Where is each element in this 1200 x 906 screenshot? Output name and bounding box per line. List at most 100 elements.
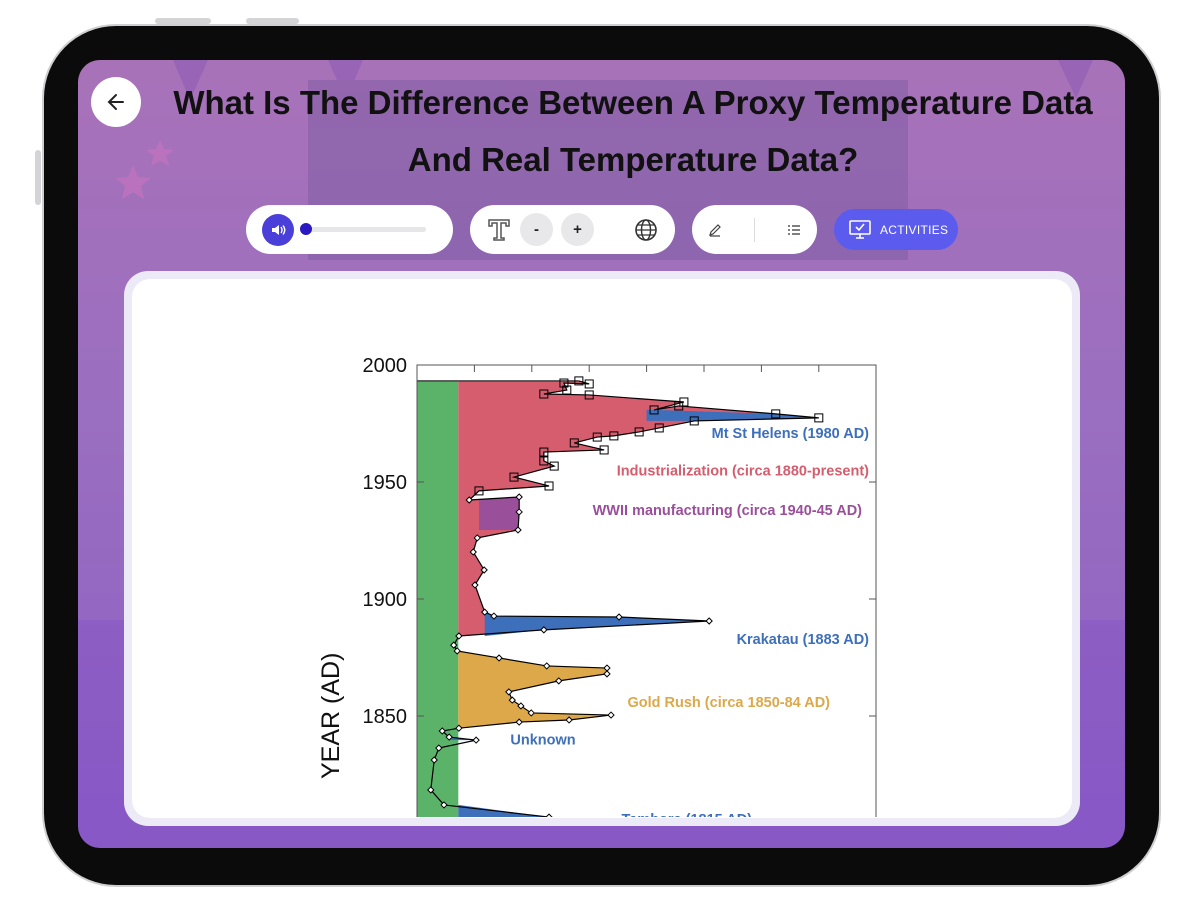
- square-marker: [814, 413, 824, 423]
- arrow-left-icon: [107, 94, 124, 110]
- y-tick-label: 1950: [363, 472, 408, 494]
- square-marker: [539, 447, 549, 457]
- audio-progress-slider[interactable]: [300, 223, 426, 235]
- diamond-marker: [455, 632, 463, 640]
- temperature-proxy-chart: 2000 1950 1900 1850 YEAR (AD) Mt St Helens (1…: [309, 339, 894, 817]
- square-marker: [549, 461, 559, 471]
- annotation-label: Unknown: [510, 732, 575, 748]
- diamond-marker: [517, 702, 525, 710]
- divider: [753, 217, 755, 242]
- annotation-label: Mt St Helens (1980 AD): [712, 426, 870, 442]
- diamond-marker: [603, 664, 611, 672]
- diamond-marker: [469, 548, 477, 556]
- square-marker: [584, 390, 594, 400]
- square-marker: [654, 423, 664, 433]
- annotation-label: Gold Rush (circa 1850-84 AD): [627, 695, 830, 711]
- speaker-icon: [272, 224, 286, 235]
- diamond-marker: [435, 744, 443, 752]
- diamond-marker: [453, 647, 461, 655]
- diamond-marker: [480, 566, 488, 574]
- diamond-marker: [508, 696, 516, 704]
- diamond-marker: [555, 677, 563, 685]
- y-tick-label: 2000: [363, 355, 408, 377]
- diamond-marker: [495, 654, 503, 662]
- diamond-marker: [481, 608, 489, 616]
- square-marker: [544, 481, 554, 491]
- square-marker: [584, 379, 594, 389]
- diamond-marker: [427, 786, 435, 794]
- app-screen: What Is The Difference Between A Proxy T…: [78, 60, 1125, 848]
- square-marker: [649, 405, 659, 415]
- activities-label: ACTIVITIES: [880, 222, 949, 237]
- diamond-marker: [490, 612, 498, 620]
- diamond-marker: [705, 617, 713, 625]
- square-marker: [559, 378, 569, 388]
- square-marker: [609, 431, 619, 441]
- y-tick-label: 1900: [363, 589, 408, 611]
- text-size-icon[interactable]: [486, 217, 512, 243]
- diamond-marker: [543, 662, 551, 670]
- page-title: What Is The Difference Between A Proxy T…: [173, 84, 1093, 178]
- increase-text-button[interactable]: +: [561, 213, 594, 246]
- diamond-marker: [445, 733, 453, 741]
- y-tick-label: 1850: [363, 706, 408, 728]
- annotation-label: Tambora (1815 AD): [621, 812, 752, 817]
- diamond-marker: [603, 670, 611, 678]
- activities-button[interactable]: ACTIVITIES: [834, 209, 958, 250]
- gold-rush-area: [458, 650, 612, 729]
- diamond-marker: [540, 626, 548, 634]
- diamond-marker: [438, 727, 446, 735]
- diamond-marker: [515, 493, 523, 501]
- square-marker: [574, 376, 584, 386]
- diamond-marker: [473, 534, 481, 542]
- y-axis-label: YEAR (AD): [317, 653, 345, 779]
- wwii-area: [478, 490, 520, 530]
- annotation-label: WWII manufacturing (circa 1940-45 AD): [593, 503, 863, 519]
- square-marker: [689, 416, 699, 426]
- diamond-marker: [471, 581, 479, 589]
- square-marker: [674, 401, 684, 411]
- square-marker: [509, 472, 519, 482]
- diamond-marker: [565, 716, 573, 724]
- square-marker: [474, 486, 484, 496]
- diamond-marker: [465, 496, 473, 504]
- tambora-area: [458, 804, 549, 817]
- annotation-label: Industrialization (circa 1880-present): [617, 463, 869, 479]
- content-card: 2000 1950 1900 1850 YEAR (AD) Mt St Helens (1…: [124, 271, 1080, 826]
- diamond-marker: [545, 813, 553, 817]
- slider-knob[interactable]: [300, 223, 312, 235]
- diamond-marker: [527, 709, 535, 717]
- annotation-label: Krakatau (1883 AD): [737, 632, 870, 648]
- diamond-marker: [455, 724, 463, 732]
- text-controls: - +: [470, 205, 675, 254]
- diamond-marker: [440, 801, 448, 809]
- power-hardware-button: [35, 150, 41, 205]
- diamond-marker: [505, 688, 513, 696]
- play-audio-button[interactable]: [262, 213, 294, 246]
- square-marker: [592, 432, 602, 442]
- volume-up-hardware-button: [155, 18, 211, 24]
- list-icon[interactable]: [786, 222, 802, 238]
- diamond-marker: [450, 641, 458, 649]
- content-area: 2000 1950 1900 1850 YEAR (AD) Mt St Helens (1…: [132, 279, 1072, 818]
- square-marker: [599, 445, 609, 455]
- volume-down-hardware-button: [246, 18, 299, 24]
- monitor-check-icon: [849, 219, 871, 239]
- diamond-marker: [607, 711, 615, 719]
- decrease-text-button[interactable]: -: [520, 213, 553, 246]
- audio-player: [246, 205, 453, 254]
- industrialization-area: [458, 380, 819, 636]
- square-marker: [539, 456, 549, 466]
- diamond-marker: [514, 526, 522, 534]
- diamond-marker: [430, 756, 438, 764]
- pencil-icon[interactable]: [707, 222, 723, 238]
- square-marker: [771, 409, 781, 419]
- square-marker: [634, 427, 644, 437]
- back-button[interactable]: [91, 77, 141, 127]
- square-marker: [569, 438, 579, 448]
- diamond-marker: [515, 718, 523, 726]
- globe-icon[interactable]: [634, 218, 658, 242]
- diamond-marker: [472, 736, 480, 744]
- square-marker: [562, 385, 572, 395]
- annotation-tools: [692, 205, 817, 254]
